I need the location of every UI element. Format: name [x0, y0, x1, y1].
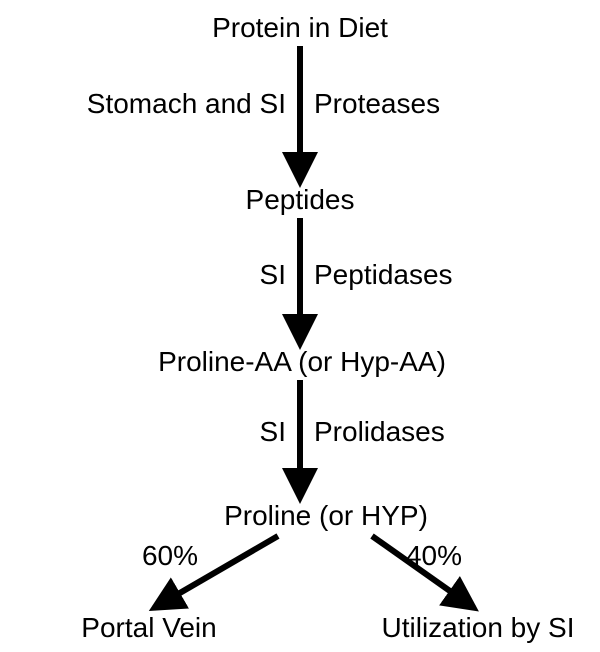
edge1-right-label: Proteases — [306, 88, 440, 120]
node-utilization-by-si: Utilization by SI — [382, 612, 575, 644]
edge2-right-label: Peptidases — [306, 259, 453, 291]
node-peptides: Peptides — [246, 184, 355, 216]
node-proline-aa: Proline-AA (or Hyp-AA) — [158, 346, 446, 378]
edge3-right-label: Prolidases — [306, 416, 445, 448]
edge5-pct-label: 40% — [406, 540, 462, 572]
node-portal-vein: Portal Vein — [81, 612, 216, 644]
node-proline: Proline (or HYP) — [224, 500, 428, 532]
node-protein-in-diet: Protein in Diet — [212, 12, 388, 44]
edge4-pct-label: 60% — [142, 540, 198, 572]
edge3-left-label: SI — [260, 416, 294, 448]
edge1-left-label: Stomach and SI — [87, 88, 294, 120]
edge2-left-label: SI — [260, 259, 294, 291]
flowchart-canvas: Protein in Diet Peptides Proline-AA (or … — [0, 0, 600, 652]
